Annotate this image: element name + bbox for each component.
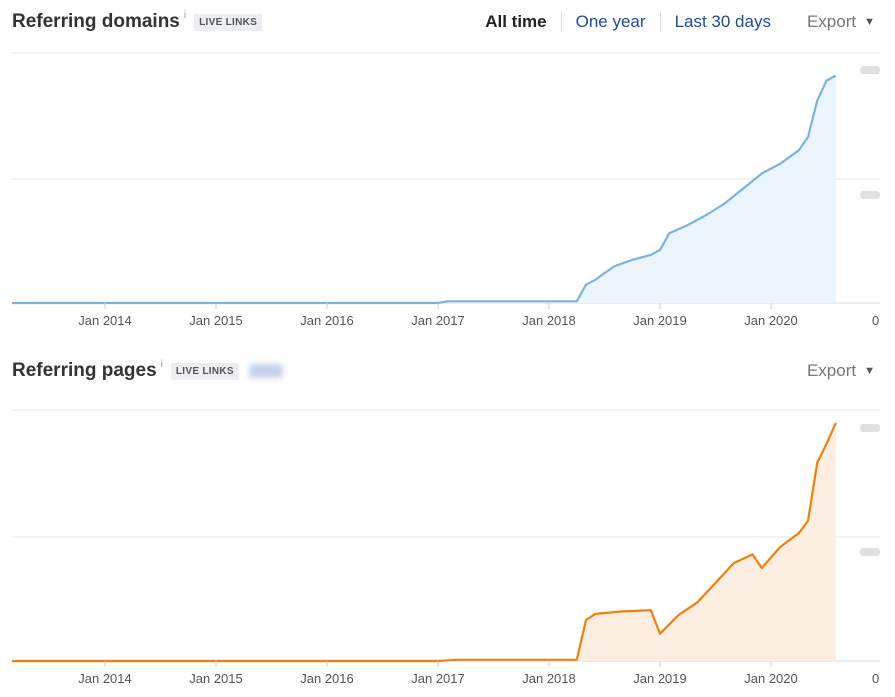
x-tick-label: Jan 2016 [300,313,354,328]
x-tick-label: Jan 2018 [522,313,576,328]
y-tick-label: 0 [872,671,879,686]
blurred-y-label [860,191,880,199]
series-line[interactable] [12,422,837,663]
domains-title: Referring domains [12,11,180,32]
blurred-y-label [860,424,880,432]
domains-export-button[interactable]: Export ▼ [807,12,875,32]
x-tick-label: Jan 2016 [300,671,354,686]
x-tick-label: Jan 2020 [744,313,798,328]
x-tick-label: Jan 2017 [411,313,465,328]
x-tick-label: Jan 2015 [189,313,243,328]
x-tick-label: Jan 2017 [411,671,465,686]
range-divider [659,12,661,32]
x-tick-label: Jan 2014 [78,313,132,328]
range-one-year[interactable]: One year [575,12,646,31]
series-area [12,422,836,661]
referring-domains-chart: Jan 2014 Jan 2015 Jan 2016 Jan 2017 Jan 2018… [12,52,880,328]
x-tick-label: Jan 2015 [189,671,243,686]
range-divider [560,12,562,32]
info-icon[interactable]: i [160,358,163,370]
time-range-selector: All time One year Last 30 days [485,12,785,32]
range-last-30-days[interactable]: Last 30 days [674,12,771,31]
pages-header: Referring pages i LIVE LINKS Export ▼ [12,356,875,386]
domains-header: Referring domains i LIVE LINKS All time … [12,7,875,37]
export-label: Export [806,361,857,380]
x-tick-label: Jan 2019 [633,671,687,686]
x-tick-label: Jan 2019 [633,313,687,328]
caret-down-icon: ▼ [864,365,875,377]
pages-export-button[interactable]: Export ▼ [807,361,875,381]
range-all-time[interactable]: All time [485,12,547,31]
info-icon[interactable]: i [183,9,187,21]
x-tick-label: Jan 2020 [744,671,798,686]
pages-title: Referring pages [12,360,157,381]
blurred-y-label [860,548,880,556]
live-links-badge: LIVE LINKS [170,362,239,380]
blurred-count [248,364,283,378]
blurred-y-label [860,66,880,74]
export-label: Export [806,12,857,31]
live-links-badge: LIVE LINKS [194,13,263,31]
series-area [12,75,836,303]
series-line[interactable] [12,74,837,305]
y-tick-label: 0 [872,313,879,328]
caret-down-icon: ▼ [864,16,875,28]
x-tick-label: Jan 2018 [522,671,576,686]
x-tick-label: Jan 2014 [78,671,132,686]
